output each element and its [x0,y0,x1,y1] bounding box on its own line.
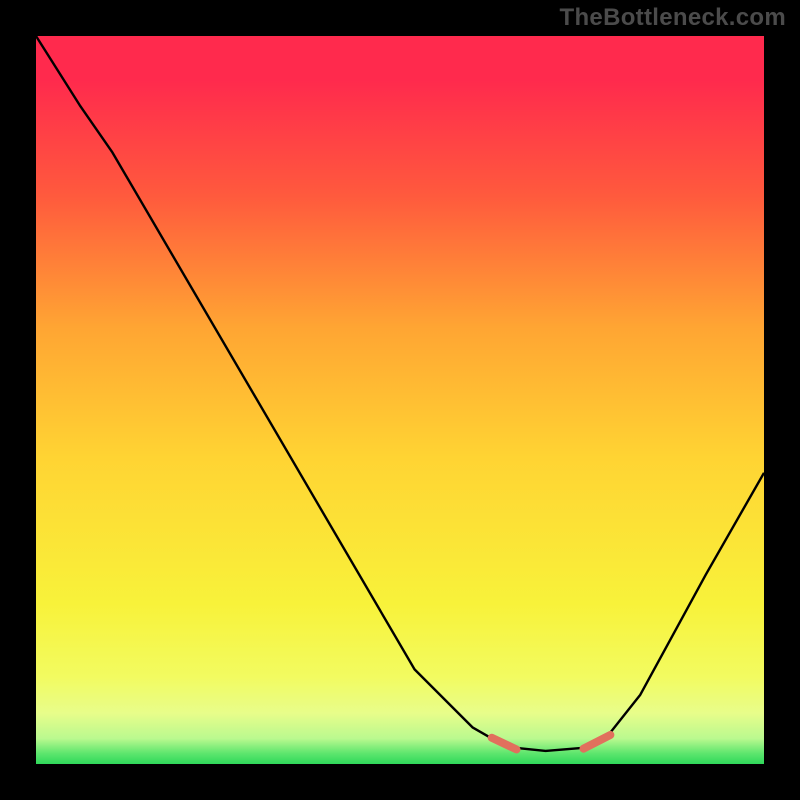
watermark-text: TheBottleneck.com [560,4,786,32]
chart-stage: TheBottleneck.com [0,0,800,800]
plot-area [36,36,764,764]
bottleneck-chart [0,0,800,800]
